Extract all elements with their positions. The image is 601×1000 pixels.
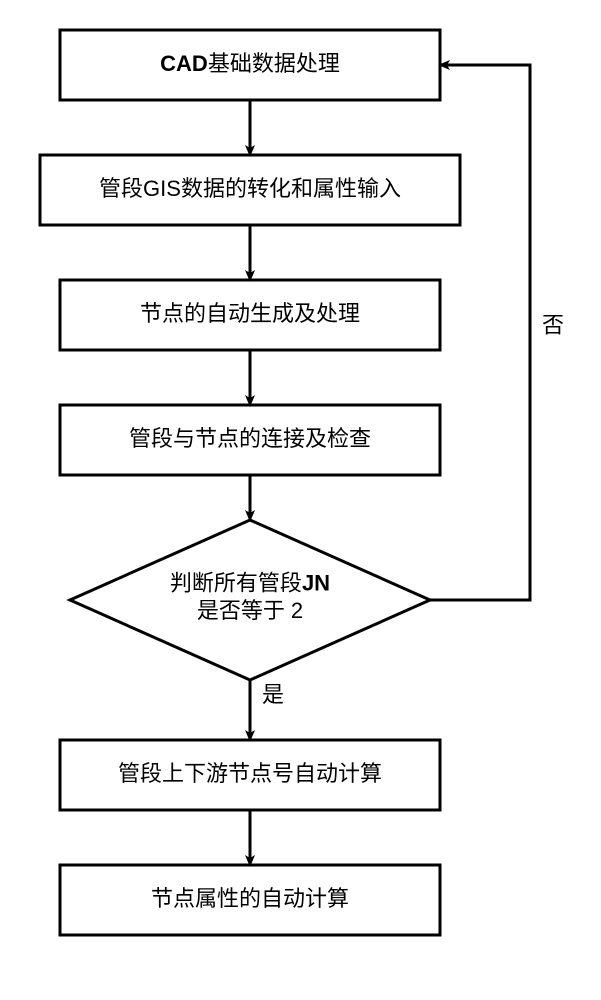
flow-node-label-n1: CAD基础数据处理 (160, 51, 340, 76)
flow-node-label-n3: 节点的自动生成及处理 (140, 301, 360, 326)
flow-edge-6 (430, 65, 530, 600)
flow-decision-label-n5-0: 判断所有管段JN (170, 570, 330, 595)
flow-edge-label-4: 是 (262, 682, 284, 707)
flow-node-label-n6: 管段上下游节点号自动计算 (118, 761, 382, 786)
flow-node-label-n4: 管段与节点的连接及检查 (129, 426, 371, 451)
flow-node-label-n2: 管段GIS数据的转化和属性输入 (99, 176, 401, 201)
flow-decision-label-n5-1: 是否等于 2 (197, 598, 303, 623)
flow-node-label-n7: 节点属性的自动计算 (151, 886, 349, 911)
flow-edge-label-6: 否 (542, 313, 564, 338)
